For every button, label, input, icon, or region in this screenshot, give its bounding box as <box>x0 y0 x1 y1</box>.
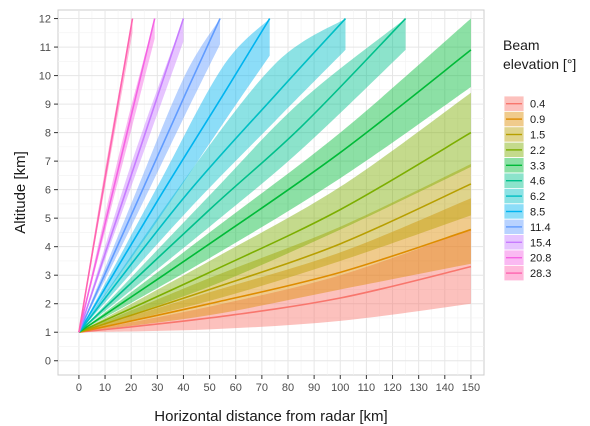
y-tick-label: 0 <box>45 356 51 368</box>
legend-label-0-9: 0.9 <box>530 114 545 126</box>
plot-panel <box>57 9 485 376</box>
y-tick-label: 4 <box>45 242 51 254</box>
legend-label-28-3: 28.3 <box>530 268 551 280</box>
beam-line-4-6 <box>78 17 407 333</box>
y-tick-label: 3 <box>45 270 51 282</box>
x-tick-label: 0 <box>76 382 82 394</box>
y-tick-label: 1 <box>45 327 51 339</box>
beam-band-0-9 <box>78 198 471 333</box>
legend-label-1-5: 1.5 <box>530 130 545 142</box>
beam-line-11-4 <box>78 18 221 333</box>
x-tick-label: 90 <box>308 382 320 394</box>
legend-label-8-5: 8.5 <box>530 207 545 219</box>
x-tick-label: 110 <box>358 382 376 394</box>
beam-center-lines <box>78 17 472 334</box>
x-tick-label: 10 <box>99 382 111 394</box>
beam-band-0-4 <box>78 229 471 333</box>
legend-label-4-6: 4.6 <box>530 176 545 188</box>
legend-label-0-4: 0.4 <box>530 99 545 111</box>
y-tick-label: 9 <box>45 99 51 111</box>
x-axis-ticks: 0 10 20 30 40 50 60 70 80 90 100 110 120 130 140 150 <box>76 375 480 394</box>
y-tick-label: 10 <box>39 71 51 83</box>
legend-label-3-3: 3.3 <box>530 160 545 172</box>
y-tick-label: 2 <box>45 299 51 311</box>
beam-band-4-6 <box>78 18 406 333</box>
beam-line-3-3 <box>78 49 472 333</box>
y-tick-label: 5 <box>45 213 51 225</box>
y-axis-title: Altitude [km] <box>12 151 29 234</box>
beam-line-20-8 <box>78 18 156 333</box>
x-tick-label: 20 <box>125 382 137 394</box>
beam-line-28-3 <box>78 18 134 333</box>
beam-line-8-5 <box>78 18 271 333</box>
x-tick-label: 40 <box>177 382 189 394</box>
legend-label-2-2: 2.2 <box>530 145 545 157</box>
beam-band-6-2 <box>78 18 346 333</box>
x-tick-label: 140 <box>436 382 454 394</box>
x-tick-label: 150 <box>462 382 480 394</box>
beam-line-0-9 <box>78 228 472 334</box>
x-tick-label: 70 <box>256 382 268 394</box>
beam-line-1-5 <box>78 183 472 333</box>
legend: Beam elevation [°] 0.4 0.9 1.5 2.2 3.3 4.6 6.2 8.… <box>503 37 576 282</box>
legend-label-20-8: 20.8 <box>530 253 551 265</box>
y-tick-label: 7 <box>45 156 51 168</box>
legend-title: elevation [°] <box>503 56 576 72</box>
beam-line-15-4 <box>78 18 185 333</box>
x-tick-label: 100 <box>331 382 349 394</box>
gridlines <box>58 10 484 375</box>
x-tick-label: 120 <box>383 382 401 394</box>
y-tick-label: 8 <box>45 128 51 140</box>
legend-title: Beam <box>503 37 540 53</box>
legend-label-11-4: 11.4 <box>530 222 551 234</box>
x-tick-label: 130 <box>409 382 427 394</box>
y-tick-label: 6 <box>45 185 51 197</box>
beam-line-0-4 <box>78 265 472 334</box>
x-tick-label: 80 <box>282 382 294 394</box>
beam-line-2-2 <box>78 131 472 333</box>
y-tick-label: 11 <box>40 42 51 54</box>
legend-label-15-4: 15.4 <box>530 237 551 249</box>
legend-label-6-2: 6.2 <box>530 191 545 203</box>
y-tick-label: 12 <box>39 14 51 26</box>
x-tick-label: 30 <box>151 382 163 394</box>
x-axis-title: Horizontal distance from radar [km] <box>154 408 387 425</box>
x-tick-label: 50 <box>203 382 215 394</box>
beam-line-6-2 <box>78 18 347 333</box>
x-tick-label: 60 <box>230 382 242 394</box>
